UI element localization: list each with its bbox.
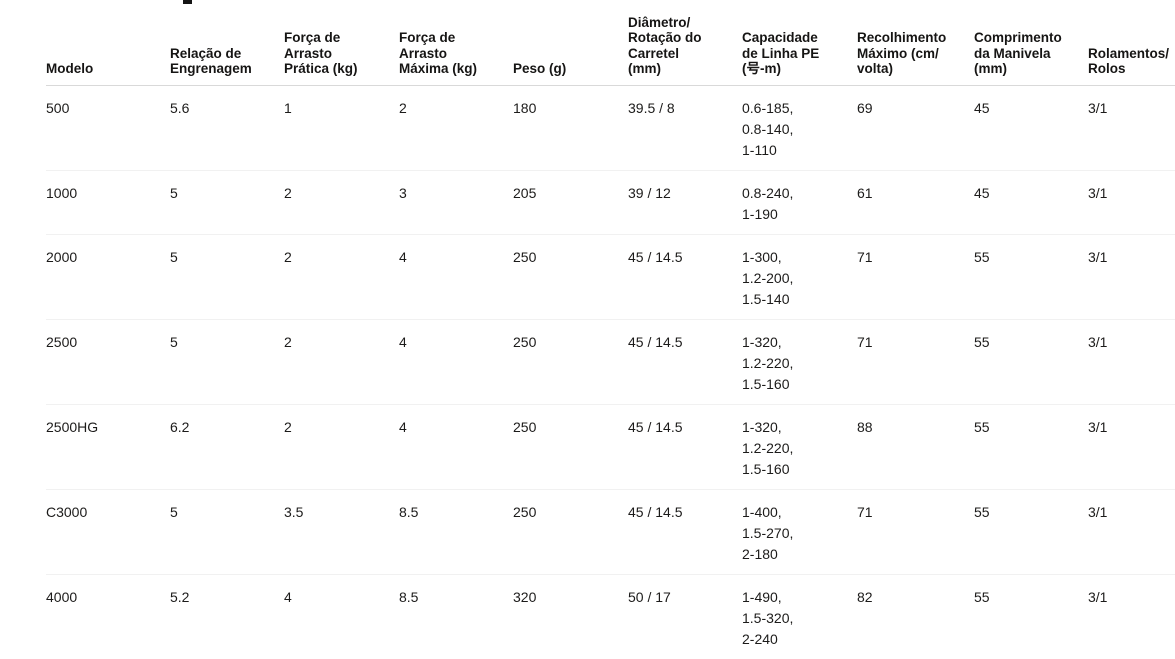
cell-relacao-engrenagem: 5 — [170, 170, 284, 235]
reel-specifications-table: Modelo Relação de Engrenagem Força de Ar… — [46, 0, 1175, 659]
table-body: 500 5.6 1 2 180 39.5 / 8 0.6-185, 0.8-14… — [46, 85, 1175, 659]
cell-modelo: 1000 — [46, 170, 170, 235]
table-row: 500 5.6 1 2 180 39.5 / 8 0.6-185, 0.8-14… — [46, 85, 1175, 171]
cell-diametro-rotacao-carretel: 45 / 14.5 — [628, 319, 742, 405]
cell-forca-arrasto-pratica: 3.5 — [284, 489, 399, 575]
cell-rolamentos-rolos: 3/1 — [1088, 319, 1175, 405]
table-header: Modelo Relação de Engrenagem Força de Ar… — [46, 0, 1175, 86]
cell-forca-arrasto-maxima: 8.5 — [399, 588, 419, 605]
cell-modelo: 2500 — [46, 319, 170, 405]
cell-comprimento-manivela: 55 — [974, 588, 990, 605]
column-header-forca-arrasto-pratica: Força de Arrasto Prática (kg) — [284, 0, 399, 86]
cell-diametro-rotacao-carretel: 45 / 14.5 — [628, 489, 742, 575]
cell-peso: 250 — [513, 489, 628, 575]
cell-forca-arrasto-maxima: 3 — [399, 170, 513, 235]
cell-modelo: 500 — [46, 85, 170, 171]
cell-forca-arrasto-maxima: 4 — [399, 404, 513, 490]
cell-modelo: 2500HG — [46, 404, 170, 490]
cell-capacidade-linha-pe: 1-320, 1.2-220, 1.5-160 — [742, 404, 857, 490]
column-header-recolhimento-maximo: Recolhimento Máximo (cm/ volta) — [857, 0, 974, 86]
column-header-relacao-engrenagem: Relação de Engrenagem — [170, 0, 284, 86]
cell-comprimento-manivela: 55 — [974, 489, 1088, 575]
cell-forca-arrasto-maxima: 4 — [399, 319, 513, 405]
cell-relacao-engrenagem: 5 — [170, 489, 284, 575]
cell-forca-arrasto-pratica: 2 — [284, 404, 399, 490]
column-header-rolamentos-rolos: Rolamentos/ Rolos — [1088, 0, 1175, 86]
cell-capacidade-linha-pe: 1-400, 1.5-270, 2-180 — [742, 489, 857, 575]
cell-forca-arrasto-maxima: 4 — [399, 234, 513, 320]
cell-peso: 180 — [513, 85, 628, 171]
cell-peso: 250 — [513, 234, 628, 320]
cell-relacao-engrenagem: 6.2 — [170, 404, 284, 490]
cell-forca-arrasto-pratica: 2 — [284, 234, 399, 320]
cell-diametro-rotacao-carretel: 45 / 14.5 — [628, 404, 742, 490]
cell-diametro-rotacao-carretel: 45 / 14.5 — [628, 234, 742, 320]
table-row: 2000 5 2 4 250 45 / 14.5 1-300, 1.2-200,… — [46, 234, 1175, 320]
table-row: 2500 5 2 4 250 45 / 14.5 1-320, 1.2-220,… — [46, 319, 1175, 405]
cell-rolamentos-rolos: 3/1 — [1088, 170, 1175, 235]
cell-forca-arrasto-maxima: 2 — [399, 85, 513, 171]
cell-comprimento-manivela: 55 — [974, 404, 1088, 490]
cell-peso: 250 — [513, 319, 628, 405]
cell-capacidade-linha-pe: 1-490, 1.5-320, 2-240 — [742, 588, 794, 647]
cell-rolamentos-rolos: 3/1 — [1088, 404, 1175, 490]
cell-recolhimento-maximo: 71 — [857, 319, 974, 405]
table-row: 2500HG 6.2 2 4 250 45 / 14.5 1-320, 1.2-… — [46, 404, 1175, 490]
table-header-row: Modelo Relação de Engrenagem Força de Ar… — [46, 0, 1175, 86]
cell-comprimento-manivela: 45 — [974, 170, 1088, 235]
cell-rolamentos-rolos: 3/1 — [1088, 489, 1175, 575]
column-header-capacidade-linha-pe: Capacidade de Linha PE (号-m) — [742, 0, 857, 86]
cell-forca-arrasto-pratica: 2 — [284, 170, 399, 235]
cell-capacidade-linha-pe: 0.6-185, 0.8-140, 1-110 — [742, 85, 857, 171]
cell-peso: 320 — [513, 588, 537, 605]
cell-comprimento-manivela: 45 — [974, 85, 1088, 171]
cell-recolhimento-maximo: 82 — [857, 588, 873, 605]
column-header-peso: Peso (g) — [513, 0, 628, 86]
cell-capacidade-linha-pe: 1-320, 1.2-220, 1.5-160 — [742, 319, 857, 405]
cell-modelo: C3000 — [46, 489, 170, 575]
cell-relacao-engrenagem: 5.2 — [170, 588, 190, 605]
column-header-modelo: Modelo — [46, 0, 170, 86]
table-row: 1000 5 2 3 205 39 / 12 0.8-240, 1-190 61… — [46, 170, 1175, 235]
cell-forca-arrasto-pratica: 2 — [284, 319, 399, 405]
cell-rolamentos-rolos: 3/1 — [1088, 588, 1108, 605]
cell-forca-arrasto-maxima: 8.5 — [399, 489, 513, 575]
cell-comprimento-manivela: 55 — [974, 319, 1088, 405]
cell-diametro-rotacao-carretel: 39 / 12 — [628, 170, 742, 235]
column-header-comprimento-manivela: Comprimento da Manivela (mm) — [974, 0, 1088, 86]
cell-relacao-engrenagem: 5 — [170, 234, 284, 320]
cell-capacidade-linha-pe: 1-300, 1.2-200, 1.5-140 — [742, 234, 857, 320]
cell-relacao-engrenagem: 5.6 — [170, 85, 284, 171]
table-row: C3000 5 3.5 8.5 250 45 / 14.5 1-400, 1.5… — [46, 489, 1175, 575]
cell-rolamentos-rolos: 3/1 — [1088, 85, 1175, 171]
cell-recolhimento-maximo: 69 — [857, 85, 974, 171]
cell-peso: 205 — [513, 170, 628, 235]
cell-modelo: 4000 — [46, 588, 78, 605]
cell-recolhimento-maximo: 71 — [857, 489, 974, 575]
cell-recolhimento-maximo: 71 — [857, 234, 974, 320]
cell-recolhimento-maximo: 61 — [857, 170, 974, 235]
column-header-diametro-rotacao-carretel: Diâmetro/ Rotação do Carretel (mm) — [628, 0, 742, 86]
cell-diametro-rotacao-carretel: 39.5 / 8 — [628, 85, 742, 171]
cell-diametro-rotacao-carretel: 50 / 17 — [628, 588, 671, 605]
cell-modelo: 2000 — [46, 234, 170, 320]
cell-relacao-engrenagem: 5 — [170, 319, 284, 405]
cell-rolamentos-rolos: 3/1 — [1088, 234, 1175, 320]
cell-recolhimento-maximo: 88 — [857, 404, 974, 490]
cell-comprimento-manivela: 55 — [974, 234, 1088, 320]
cell-peso: 250 — [513, 404, 628, 490]
table-row: 4000 5.2 4 8.5 320 50 / 17 1-490, 1.5-32… — [46, 574, 1175, 659]
cell-forca-arrasto-pratica: 4 — [284, 588, 292, 605]
column-header-forca-arrasto-maxima: Força de Arrasto Máxima (kg) — [399, 0, 513, 86]
cell-capacidade-linha-pe: 0.8-240, 1-190 — [742, 170, 857, 235]
cell-forca-arrasto-pratica: 1 — [284, 85, 399, 171]
